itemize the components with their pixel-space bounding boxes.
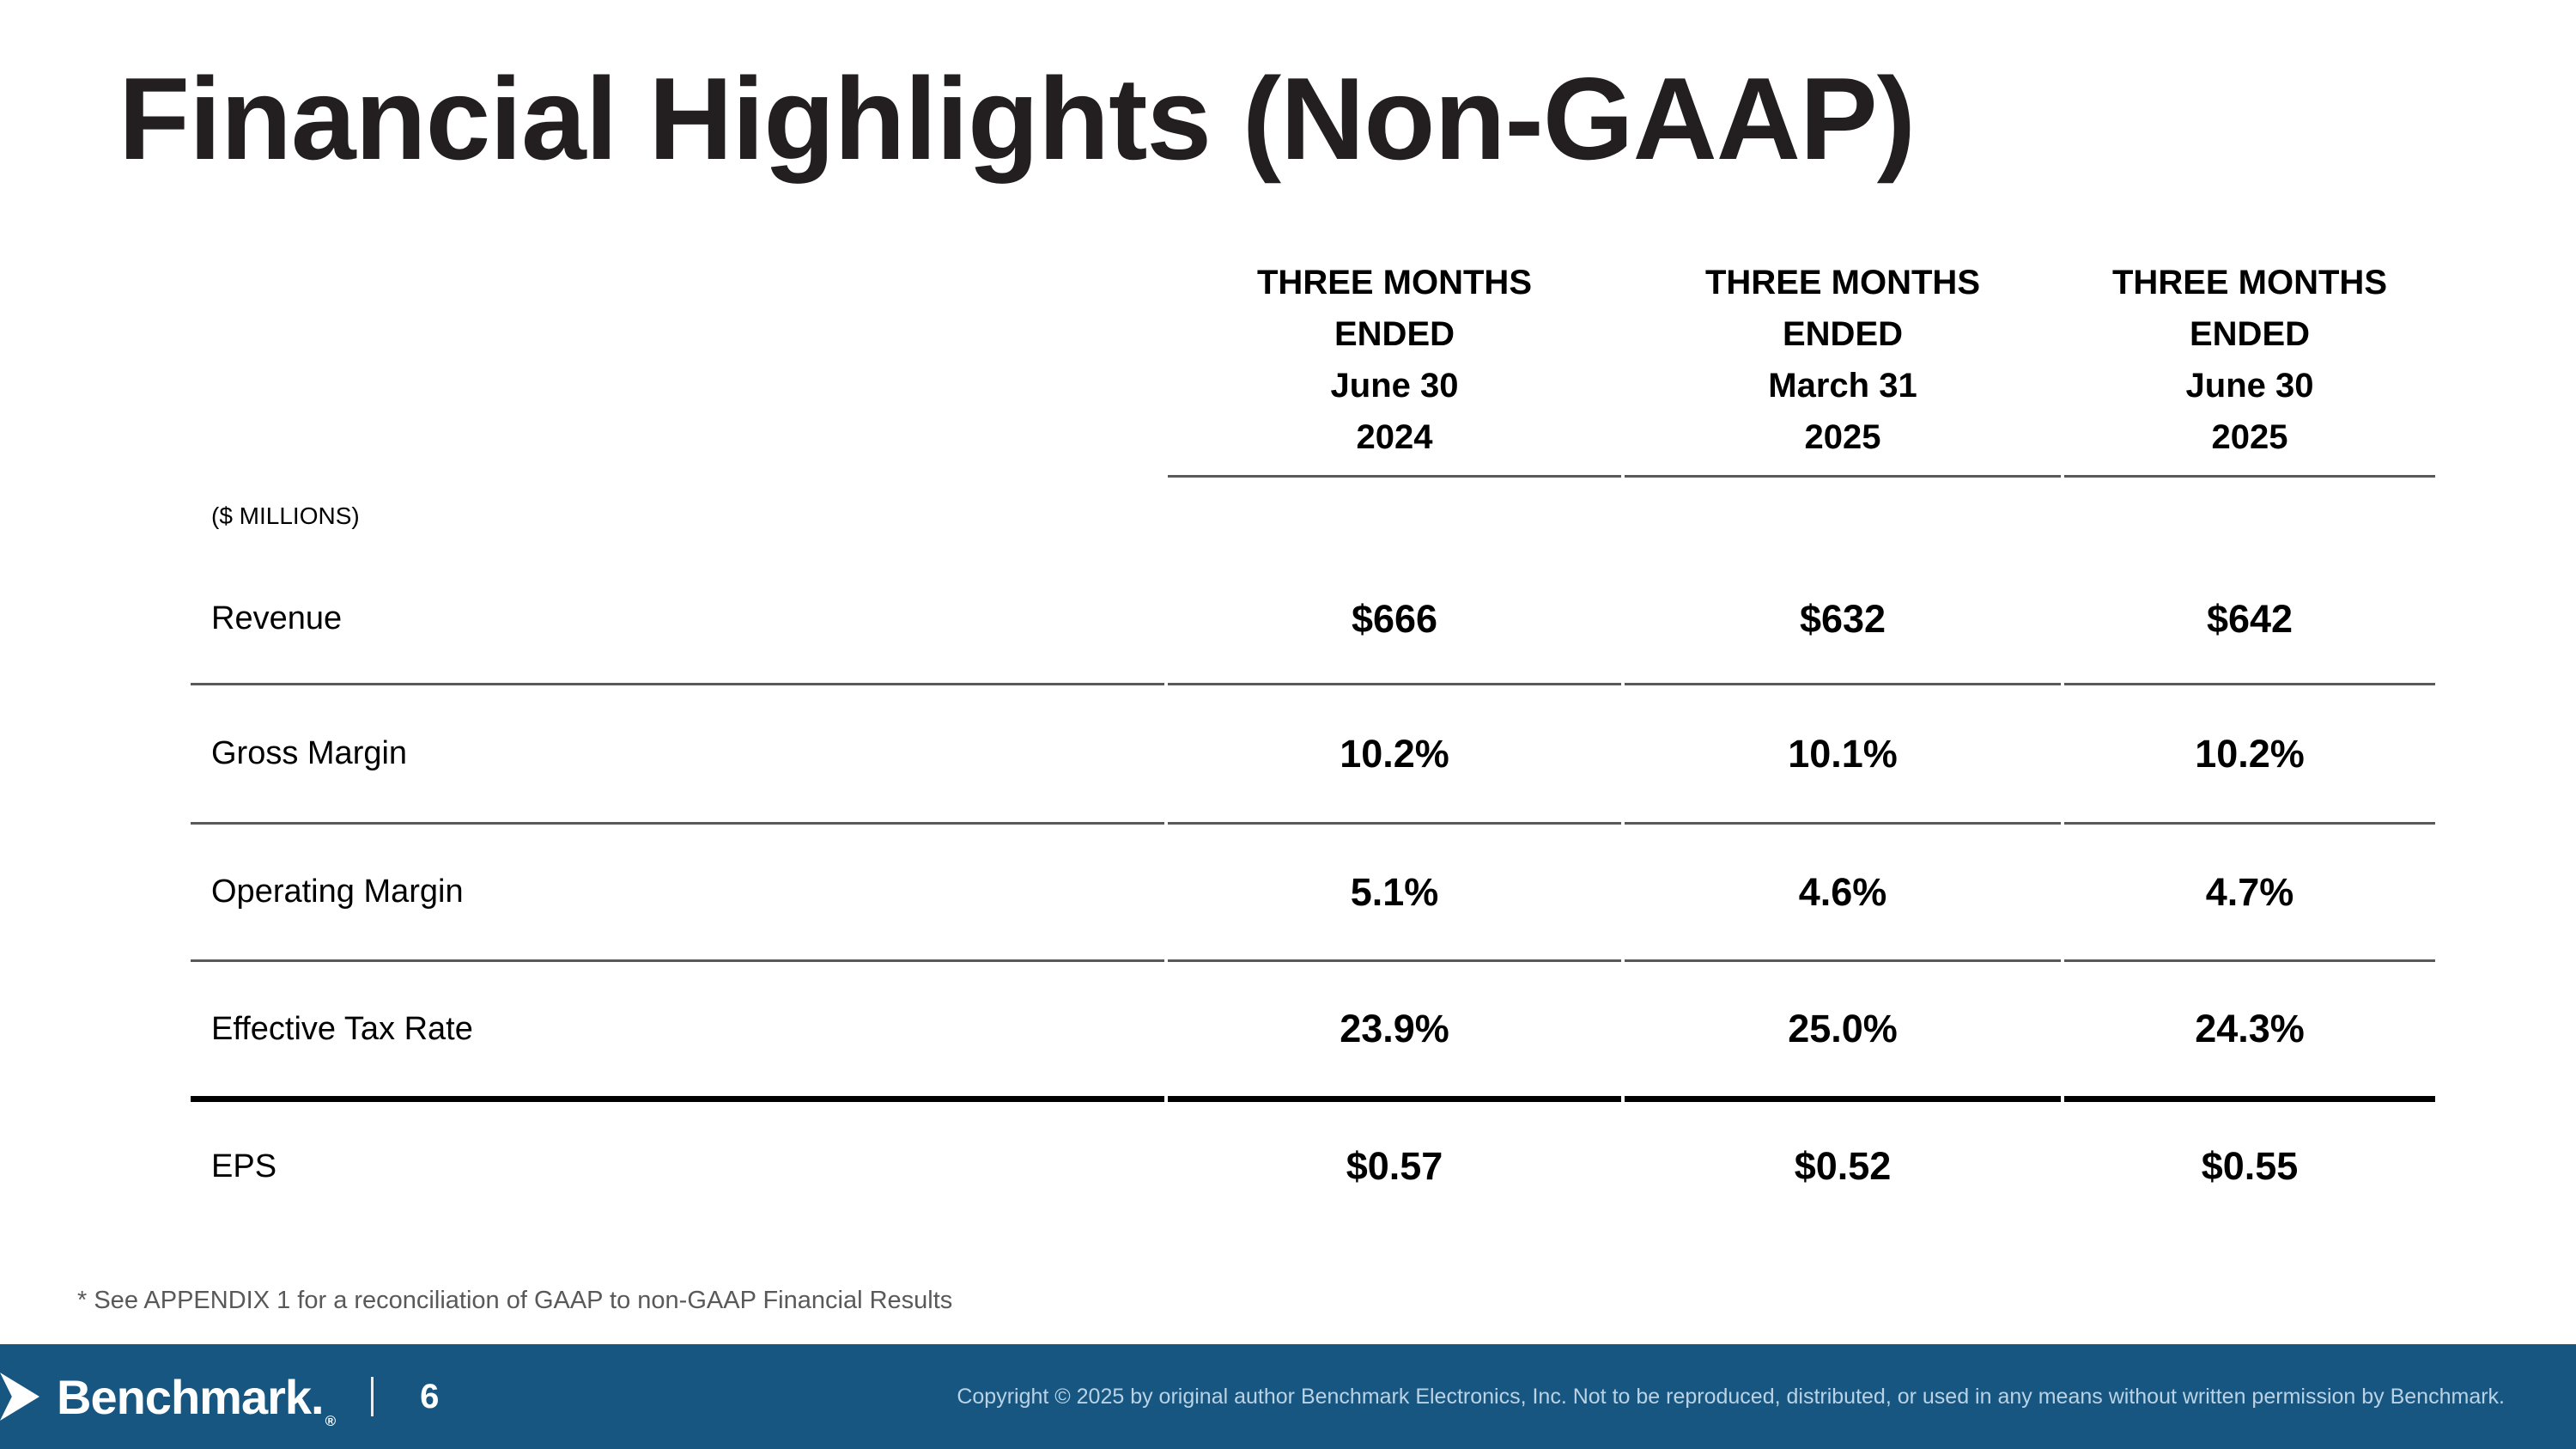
- financial-highlights-table: THREE MONTHS ENDED June 30 2024 THREE MO…: [187, 256, 2439, 1231]
- column-header-line: 2025: [1804, 418, 1881, 456]
- cell-value: 4.7%: [2064, 825, 2435, 962]
- copyright-text: Copyright © 2025 by original author Benc…: [957, 1384, 2505, 1409]
- table-header-row: THREE MONTHS ENDED June 30 2024 THREE MO…: [191, 256, 2435, 478]
- column-header-line: ENDED: [1782, 315, 1904, 353]
- column-header-line: THREE MONTHS: [1257, 264, 1532, 301]
- column-header-line: 2025: [2211, 418, 2288, 456]
- column-header-line: June 30: [1330, 367, 1459, 405]
- registered-trademark-icon: ®: [325, 1412, 336, 1429]
- cell-value: $0.52: [1794, 1144, 1892, 1188]
- cell-value: $666: [1168, 555, 1621, 685]
- row-label: Operating Margin: [191, 825, 1164, 962]
- table-row-revenue: Revenue $666 $632 $642: [191, 555, 2435, 685]
- table-row-effective-tax-rate: Effective Tax Rate 23.9% 25.0% 24.3%: [191, 962, 2435, 1102]
- cell-value: 10.2%: [1168, 685, 1621, 825]
- page-title: Financial Highlights (Non-GAAP): [118, 53, 1916, 184]
- cell-value: $632: [1625, 555, 2061, 685]
- column-header-q1-2025: THREE MONTHS ENDED March 31 2025: [1625, 256, 2061, 478]
- unit-row: ($ MILLIONS): [191, 478, 2435, 555]
- column-header-line: ENDED: [1334, 315, 1455, 353]
- row-label: Effective Tax Rate: [191, 962, 1164, 1102]
- table-row-operating-margin: Operating Margin 5.1% 4.6% 4.7%: [191, 825, 2435, 962]
- cell-value: 4.6%: [1625, 825, 2061, 962]
- unit-label: ($ MILLIONS): [211, 502, 360, 529]
- row-label: Gross Margin: [191, 685, 1164, 825]
- cell-value: 10.2%: [2064, 685, 2435, 825]
- column-header-line: THREE MONTHS: [1705, 264, 1980, 301]
- benchmark-logo-text: Benchmark. ®: [57, 1369, 336, 1429]
- column-header-line: March 31: [1768, 367, 1917, 405]
- column-header-q2-2025: THREE MONTHS ENDED June 30 2025: [2064, 256, 2435, 478]
- cell-value: $642: [2064, 555, 2435, 685]
- column-header-line: THREE MONTHS: [2112, 264, 2387, 301]
- cell-value: 23.9%: [1168, 962, 1621, 1102]
- table-row-eps: EPS $0.57 $0.52 $0.55: [191, 1102, 2435, 1231]
- column-header-line: 2024: [1356, 418, 1433, 456]
- column-header-line: ENDED: [2189, 315, 2311, 353]
- cell-value: 25.0%: [1625, 962, 2061, 1102]
- table-row-gross-margin: Gross Margin 10.2% 10.1% 10.2%: [191, 685, 2435, 825]
- appendix-footnote: * See APPENDIX 1 for a reconciliation of…: [77, 1287, 953, 1314]
- footer-bar: Benchmark. ® 6 Copyright © 2025 by origin…: [0, 1344, 2576, 1449]
- footer-divider: [371, 1377, 374, 1416]
- cell-value: $0.55: [2201, 1144, 2299, 1188]
- row-label: EPS: [211, 1148, 277, 1184]
- logo-wordmark: Benchmark.: [57, 1369, 325, 1424]
- benchmark-arrow-icon: [0, 1373, 39, 1421]
- page-number: 6: [420, 1377, 440, 1416]
- cell-value: $0.57: [1346, 1144, 1443, 1188]
- column-header-q2-2024: THREE MONTHS ENDED June 30 2024: [1168, 256, 1621, 478]
- cell-value: 10.1%: [1625, 685, 2061, 825]
- column-header-line: June 30: [2185, 367, 2314, 405]
- row-label: Revenue: [191, 555, 1164, 685]
- cell-value: 5.1%: [1168, 825, 1621, 962]
- header-label-spacer: [191, 256, 1164, 478]
- cell-value: 24.3%: [2064, 962, 2435, 1102]
